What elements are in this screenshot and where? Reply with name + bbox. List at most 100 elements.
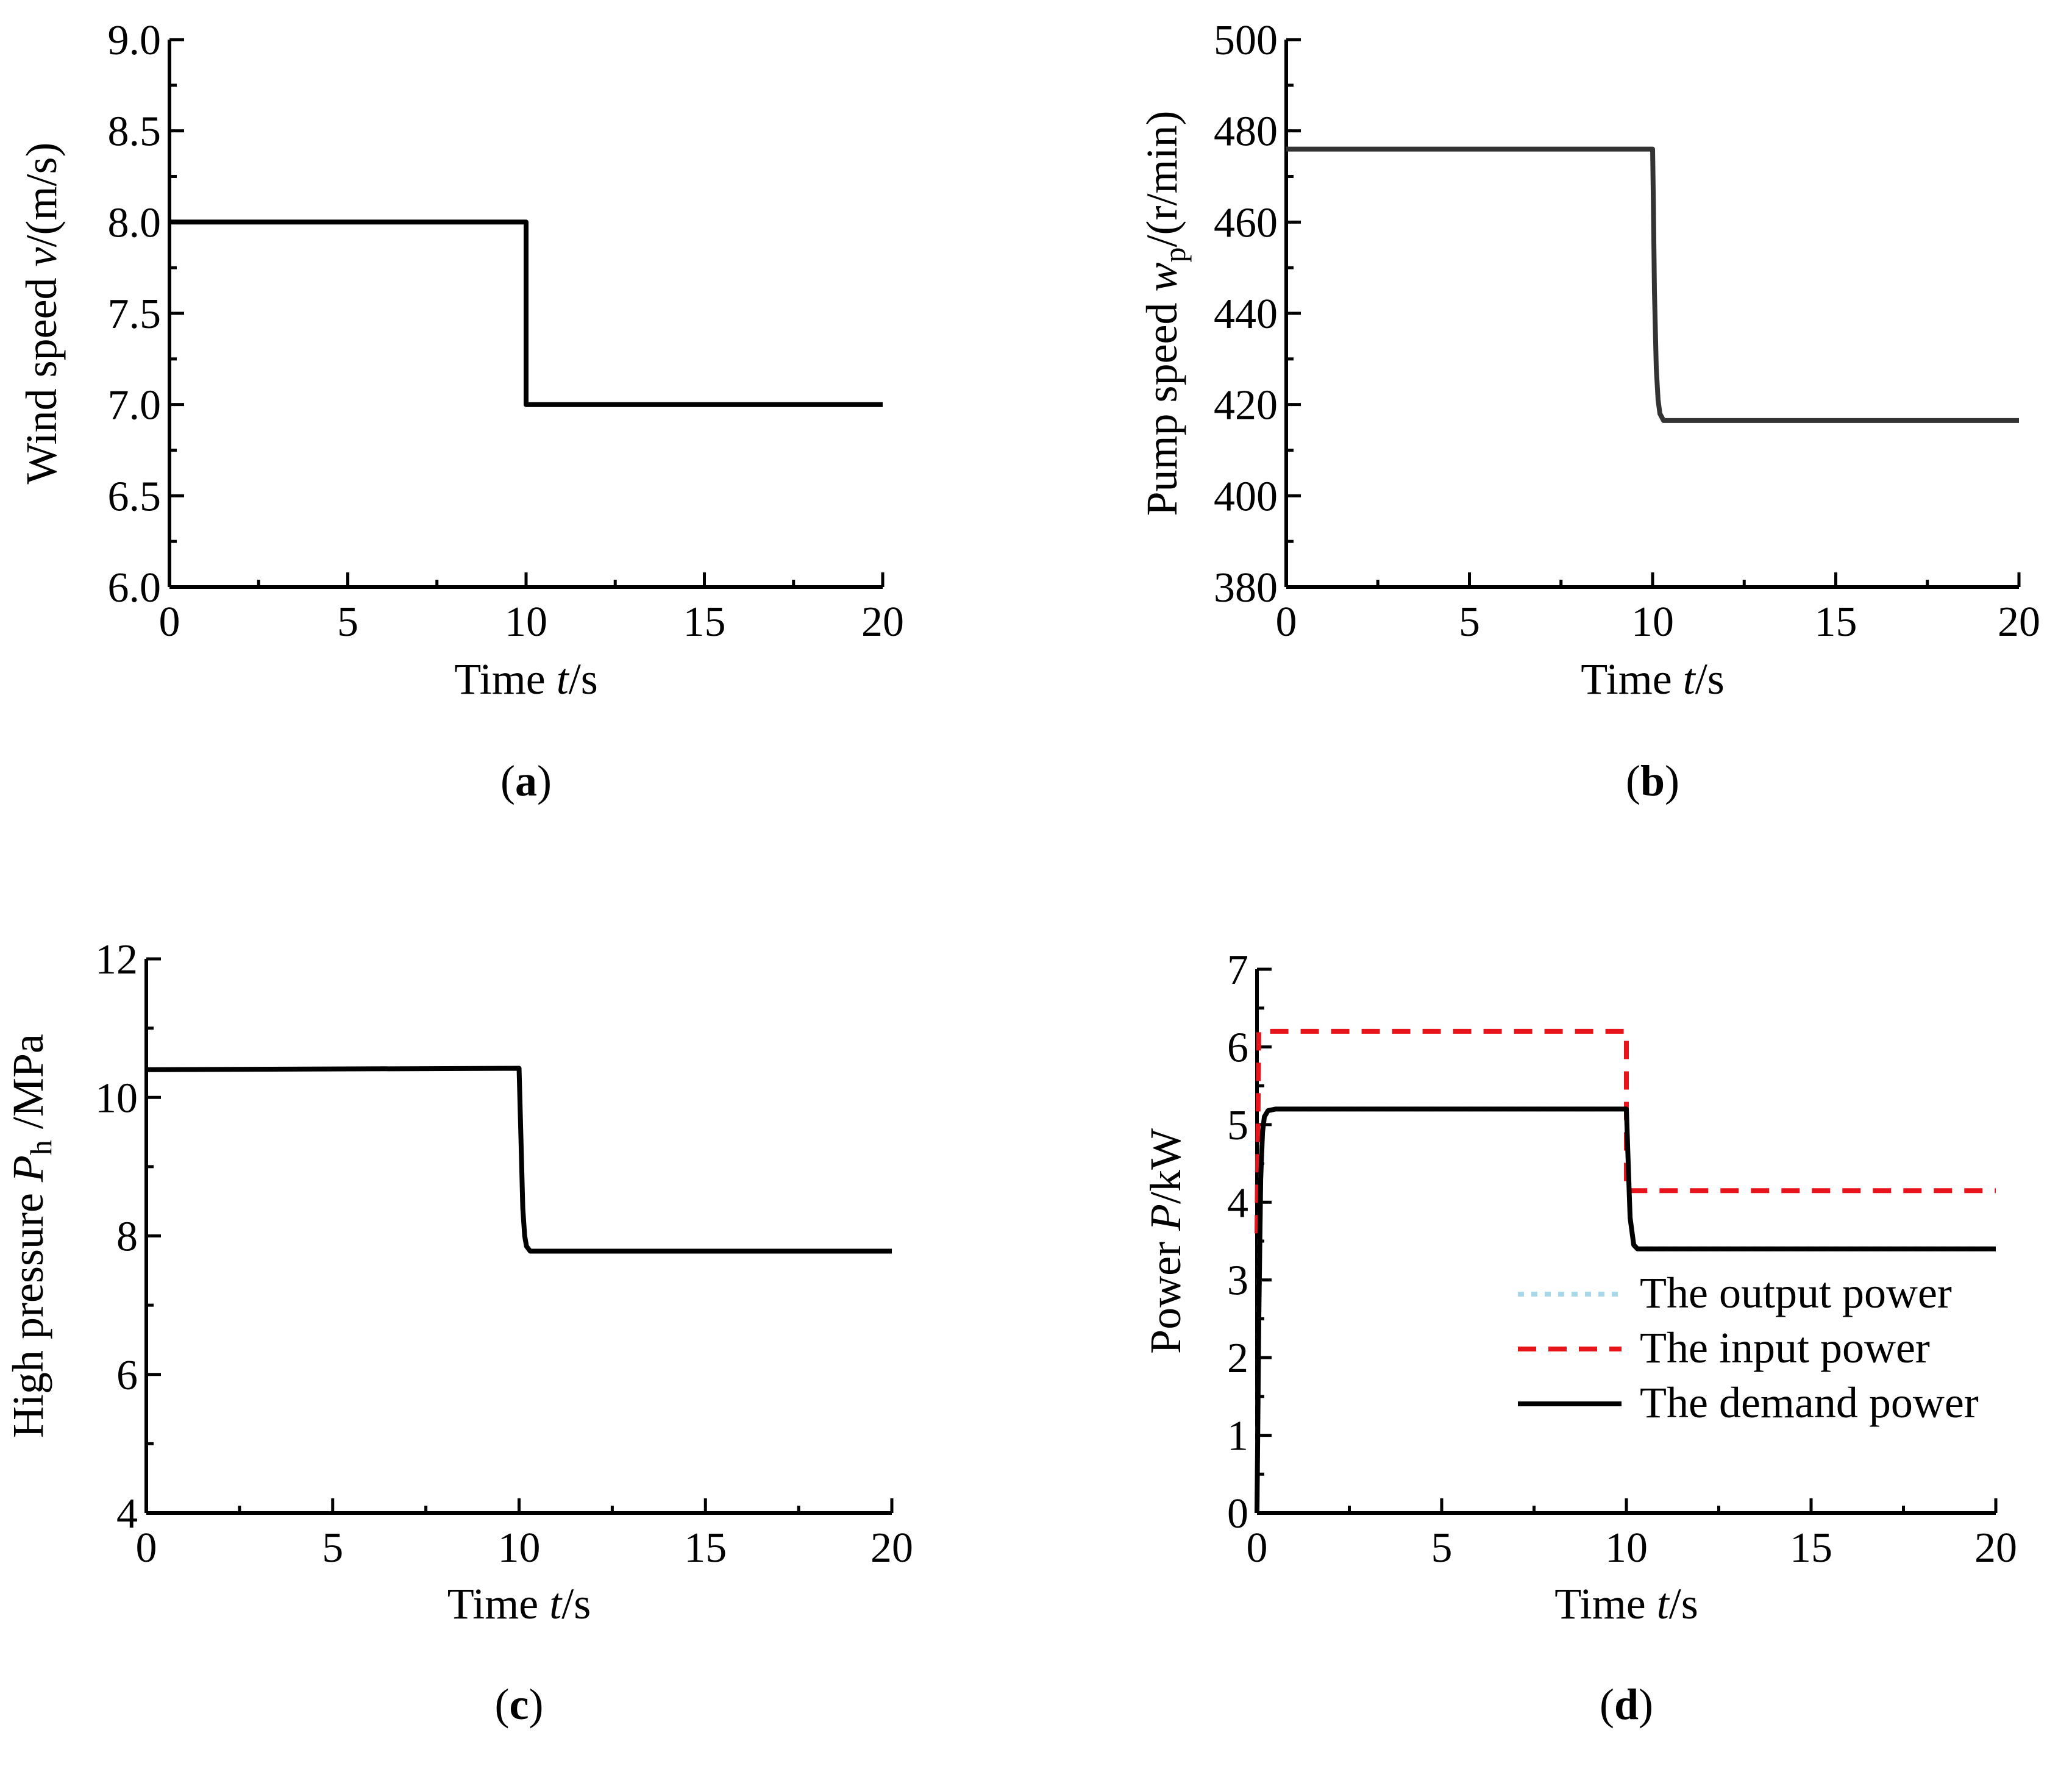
x-tick-label: 10 (1631, 599, 1674, 646)
y-tick-label: 460 (1214, 199, 1278, 246)
y-tick-label: 440 (1214, 291, 1278, 338)
y-tick-label: 5 (1227, 1102, 1248, 1149)
series-line-pump-speed (1286, 146, 2019, 423)
x-tick-label: 5 (1459, 599, 1480, 646)
y-tick-label: 6.0 (108, 564, 162, 611)
y-tick-label: 2 (1227, 1335, 1248, 1382)
legend-label: The output power (1640, 1269, 1952, 1317)
x-tick-label: 5 (337, 599, 358, 646)
x-axis-title: Time t/s (1554, 1579, 1698, 1628)
x-tick-label: 10 (498, 1525, 541, 1571)
panel-paren-close: ) (1639, 1680, 1653, 1729)
panel-paren-close: ) (1665, 756, 1679, 805)
y-tick-label: 8 (116, 1214, 138, 1261)
y-title-pre: Wind speed (17, 266, 66, 484)
x-tick-label: 5 (322, 1525, 343, 1571)
y-title-post: /(r/min) (1137, 111, 1186, 247)
x-title-pre: Time (454, 655, 556, 703)
panel-paren-open: ( (1600, 1680, 1614, 1729)
x-title-post: /s (1695, 655, 1725, 703)
panel-label: (a) (500, 756, 552, 805)
y-tick-label: 6.5 (108, 473, 162, 520)
y-title-post: /kW (1141, 1128, 1190, 1204)
panel-paren-open: ( (1626, 756, 1640, 805)
y-title-post: /MPa (4, 1034, 52, 1140)
y-tick-label: 6 (1227, 1024, 1248, 1071)
y-tick-label: 6 (116, 1352, 138, 1399)
y-tick-label: 9.0 (108, 17, 162, 64)
y-title-var: P (4, 1155, 52, 1183)
panel-paren-open: ( (495, 1680, 510, 1729)
x-title-pre: Time (447, 1579, 549, 1628)
y-tick-label: 400 (1214, 473, 1278, 520)
legend: The output power The input power The deman… (1518, 1269, 1979, 1427)
panel-paren-close: ) (529, 1680, 543, 1729)
y-axis-title: Power P/kW (1141, 1128, 1190, 1354)
y-title-pre: High pressure (4, 1182, 52, 1438)
panel-paren-open: ( (500, 756, 515, 805)
y-tick-label: 10 (95, 1075, 138, 1122)
series-line-the-input-power (1255, 1028, 1996, 1234)
x-title-var: t (1657, 1579, 1670, 1628)
panel-c: 0 5 10 15 20 4 6 8 10 12 Time t/s High pressure Ph … (4, 936, 913, 1729)
panel-d: 0 5 10 15 20 0 1 2 3 4 5 6 7 Time t/s Power P/kW The ou… (1141, 947, 2017, 1729)
x-tick-label: 15 (684, 1525, 727, 1571)
panel-paren-close: ) (537, 756, 552, 805)
y-title-sub: h (24, 1140, 58, 1155)
series-line-wind-speed (169, 219, 883, 407)
y-tick-label: 380 (1214, 564, 1278, 611)
x-axis-title: Time t/s (1581, 655, 1724, 703)
x-title-post: /s (561, 1579, 591, 1628)
x-title-pre: Time (1554, 1579, 1656, 1628)
x-title-var: t (549, 1579, 563, 1628)
x-axis-title: Time t/s (447, 1579, 591, 1628)
series-line-high-pressure (146, 1066, 892, 1254)
y-axis-title: High pressure Ph /MPa (4, 1034, 58, 1438)
panel-letter: d (1614, 1680, 1639, 1729)
y-tick-label: 420 (1214, 382, 1278, 429)
y-title-pre: Pump speed (1137, 292, 1186, 516)
x-tick-label: 0 (136, 1525, 157, 1571)
x-axis-title: Time t/s (454, 655, 597, 703)
x-tick-label: 20 (1974, 1525, 2017, 1571)
x-tick-label: 0 (1247, 1525, 1268, 1571)
y-axis-title: Wind speed v/(m/s) (17, 143, 66, 485)
panel-a: 0 5 10 15 20 6.0 6.5 7.0 7.5 8.0 8.5 9.0 Time t/s Win… (17, 17, 904, 805)
y-title-var: w (1137, 262, 1186, 291)
x-title-post: /s (1669, 1579, 1698, 1628)
x-tick-label: 5 (1431, 1525, 1453, 1571)
y-tick-label: 4 (1227, 1180, 1248, 1226)
y-title-sub: p (1158, 247, 1192, 262)
x-tick-label: 20 (870, 1525, 913, 1571)
panel-label: (d) (1600, 1680, 1653, 1729)
y-tick-label: 8.0 (108, 199, 162, 246)
y-tick-label: 1 (1227, 1413, 1248, 1460)
x-title-var: t (557, 655, 570, 703)
y-title-post: /(m/s) (17, 143, 66, 247)
series-line-the-demand-power (1255, 1106, 1996, 1514)
y-tick-label: 3 (1227, 1258, 1248, 1305)
y-tick-label: 0 (1227, 1490, 1248, 1537)
panel-b: 0 5 10 15 20 380 400 420 440 460 480 500 Time t/s Pum… (1137, 17, 2040, 805)
y-tick-label: 7.5 (108, 291, 162, 338)
x-title-var: t (1683, 655, 1696, 703)
x-tick-label: 10 (505, 599, 547, 646)
y-title-pre: Power (1141, 1231, 1190, 1354)
x-title-post: /s (569, 655, 598, 703)
y-title-var: P (1141, 1204, 1190, 1231)
y-tick-label: 8.5 (108, 109, 162, 155)
y-tick-label: 4 (116, 1490, 138, 1537)
y-tick-label: 7 (1227, 947, 1248, 994)
x-tick-label: 20 (861, 599, 904, 646)
panel-label: (b) (1626, 756, 1679, 805)
y-tick-label: 7.0 (108, 382, 162, 429)
x-tick-label: 15 (1815, 599, 1857, 646)
legend-label: The input power (1640, 1323, 1930, 1372)
y-axis-title: Pump speed wp/(r/min) (1137, 111, 1192, 516)
x-tick-label: 0 (1276, 599, 1297, 646)
panel-letter: b (1640, 756, 1665, 805)
panel-label: (c) (495, 1680, 544, 1729)
panel-letter: a (515, 756, 537, 805)
y-tick-label: 480 (1214, 109, 1278, 155)
